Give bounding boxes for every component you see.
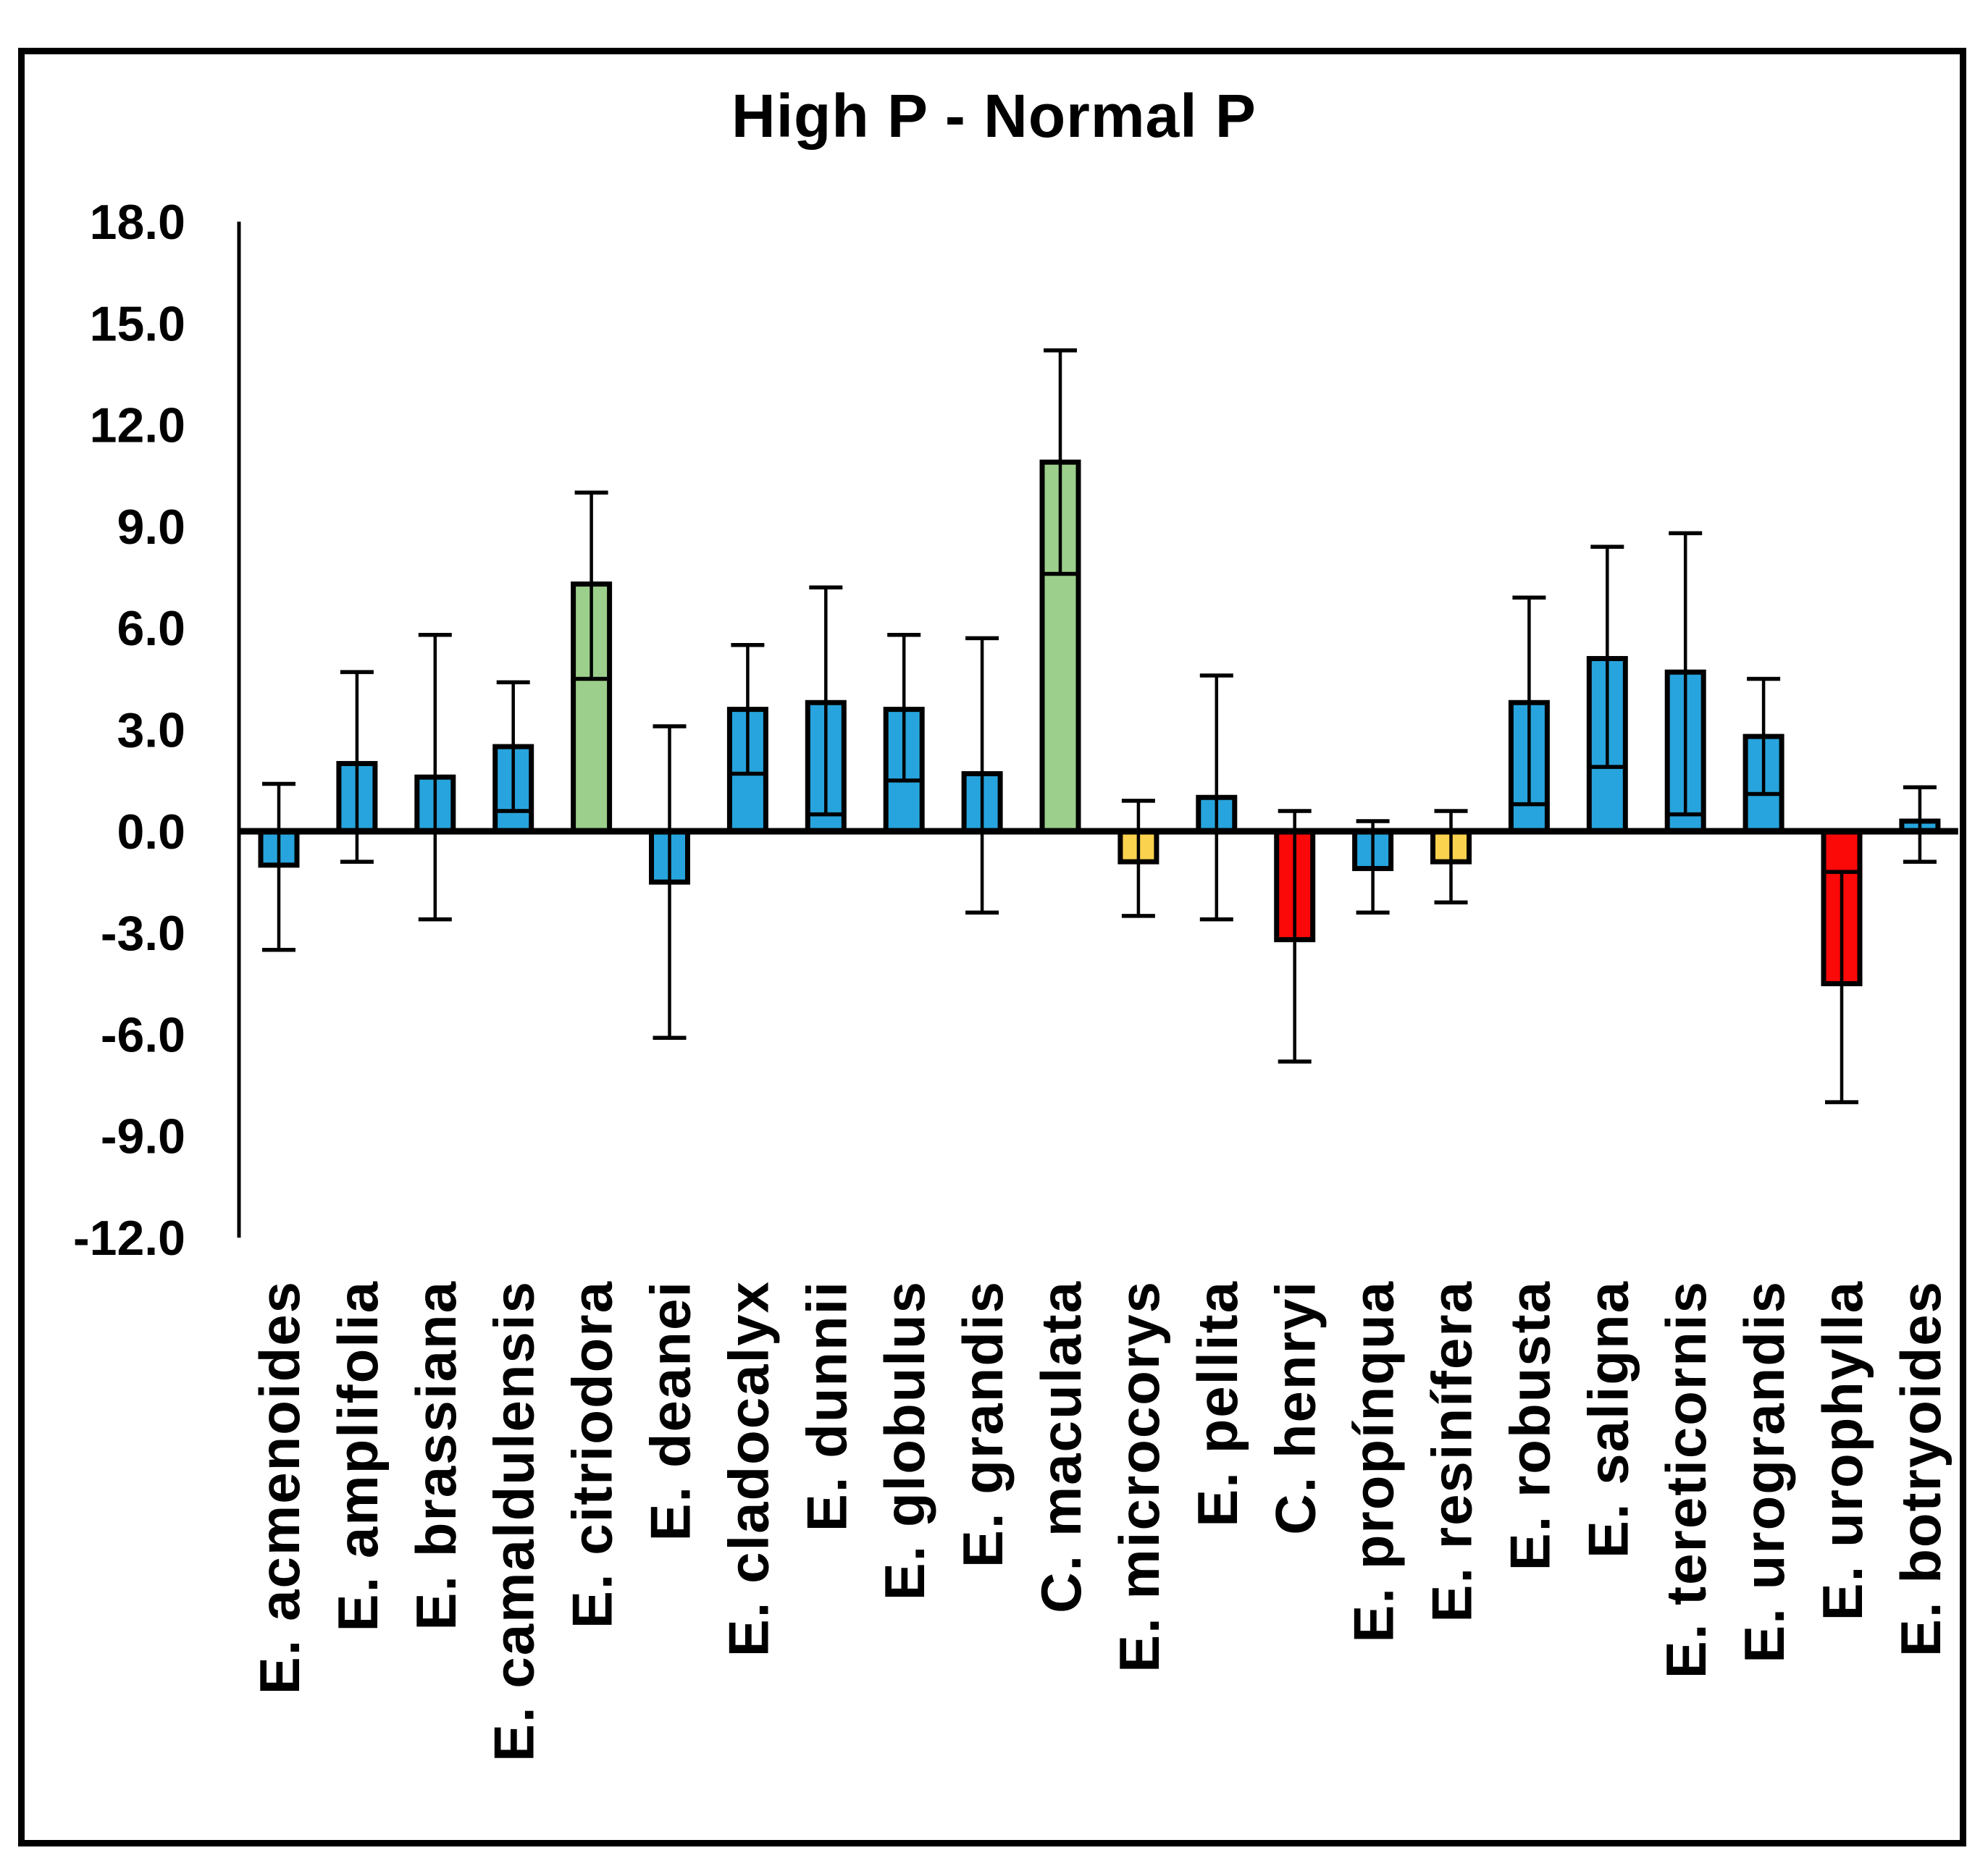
x-label-e-cladocalyx: E. cladocalyx bbox=[716, 1280, 780, 1657]
x-label-e-acmenoides: E. acmenoides bbox=[248, 1280, 311, 1694]
x-label-c-henryi: C. henryi bbox=[1264, 1280, 1328, 1535]
y-tick-label--3.0: -3.0 bbox=[101, 906, 185, 961]
chart-frame bbox=[18, 48, 1966, 1846]
x-label-e-dunnii: E. dunnii bbox=[794, 1280, 858, 1531]
y-tick-label-3.0: 3.0 bbox=[117, 702, 185, 757]
x-label-e-tereticornis: E. tereticornis bbox=[1654, 1280, 1718, 1678]
x-label-e-resin-fera: E. resinífera bbox=[1420, 1280, 1484, 1623]
x-label-e-urograndis: E. urograndis bbox=[1732, 1280, 1796, 1663]
x-label-e-botryoides: E. botryoides bbox=[1889, 1280, 1953, 1657]
x-label-e-microcorys: E. microcorys bbox=[1107, 1280, 1171, 1673]
x-label-e-pellita: E. pellita bbox=[1186, 1280, 1249, 1527]
x-label-e-robusta: E. robusta bbox=[1498, 1280, 1561, 1571]
x-label-e-camaldulensis: E. camaldulensis bbox=[482, 1280, 546, 1762]
y-tick-label-0.0: 0.0 bbox=[117, 804, 185, 860]
y-tick-label--12.0: -12.0 bbox=[73, 1211, 185, 1266]
y-tick-label-18.0: 18.0 bbox=[90, 195, 185, 250]
x-label-e-urophylla: E. urophylla bbox=[1811, 1280, 1874, 1621]
x-label-e-brassiana: E. brassiana bbox=[404, 1280, 468, 1631]
chart-title: High P - Normal P bbox=[731, 82, 1257, 150]
y-tick-label-6.0: 6.0 bbox=[117, 601, 185, 656]
y-tick-label-9.0: 9.0 bbox=[117, 500, 185, 555]
x-label-c-maculata: C. maculata bbox=[1029, 1280, 1093, 1613]
x-label-e-globulus: E. globulus bbox=[873, 1280, 936, 1600]
y-tick-label-12.0: 12.0 bbox=[90, 398, 185, 453]
x-label-e-citriodora: E. citriodora bbox=[561, 1280, 624, 1629]
x-label-e-prop-nqua: E. propínqua bbox=[1342, 1280, 1406, 1643]
x-label-e-amplifolia: E. amplifolia bbox=[326, 1280, 390, 1631]
y-tick-label-15.0: 15.0 bbox=[90, 296, 185, 351]
x-label-e-deanei: E. deanei bbox=[639, 1280, 702, 1541]
x-label-e-grandis: E. grandis bbox=[951, 1280, 1015, 1568]
y-tick-label--6.0: -6.0 bbox=[101, 1007, 185, 1062]
x-label-e-saligna: E. saligna bbox=[1576, 1280, 1640, 1558]
y-tick-label--9.0: -9.0 bbox=[101, 1109, 185, 1164]
